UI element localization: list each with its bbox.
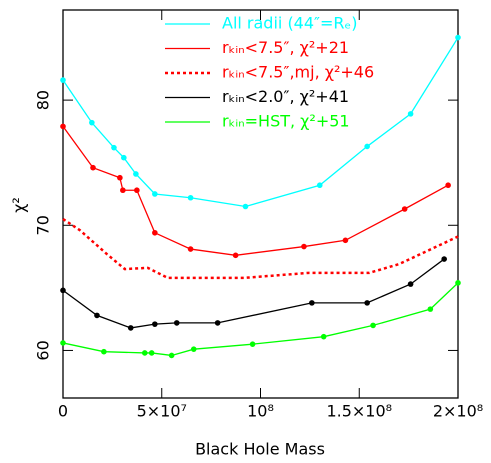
point xyxy=(364,300,370,306)
series-line xyxy=(62,258,445,329)
series-line xyxy=(62,217,459,280)
point xyxy=(249,341,256,347)
point xyxy=(173,320,180,326)
y-axis-label: χ² xyxy=(10,197,29,213)
point xyxy=(152,321,158,327)
point xyxy=(148,350,155,356)
x-tick-label: 0 xyxy=(58,402,68,421)
x-tick-label: 5×10⁷ xyxy=(137,402,187,421)
point xyxy=(89,119,95,126)
point xyxy=(168,352,175,359)
point xyxy=(455,280,461,286)
point xyxy=(441,256,447,262)
point xyxy=(60,340,66,346)
point xyxy=(301,243,307,250)
point xyxy=(232,252,239,259)
point xyxy=(141,350,148,356)
point xyxy=(401,206,408,212)
point xyxy=(455,34,461,41)
point xyxy=(60,123,66,130)
x-tick-label: 10⁸ xyxy=(247,402,274,421)
point xyxy=(117,174,123,181)
point xyxy=(60,287,66,294)
point xyxy=(427,306,434,312)
point xyxy=(152,191,158,197)
point xyxy=(90,164,96,171)
x-tick-label: 1.5×10⁸ xyxy=(326,402,392,421)
series-line xyxy=(62,37,459,208)
x-tick-label: 2×10⁸ xyxy=(433,402,483,421)
point xyxy=(120,187,126,194)
point xyxy=(127,325,134,331)
point xyxy=(152,229,158,236)
point xyxy=(60,77,66,83)
point xyxy=(187,194,194,201)
legend-label: rₖᵢₙ<7.5″, χ²+21 xyxy=(222,38,349,57)
point xyxy=(242,203,249,210)
point xyxy=(320,333,327,340)
legend-label: rₖᵢₙ<7.5″,mj, χ²+46 xyxy=(222,63,374,82)
point xyxy=(364,143,370,150)
point xyxy=(407,111,414,117)
point xyxy=(214,320,221,326)
y-tick-label: 60 xyxy=(34,340,53,360)
y-tick-label: 80 xyxy=(34,90,53,110)
legend-label: All radii (44″=Rₑ) xyxy=(222,14,357,33)
x-axis-label: Black Hole Mass xyxy=(195,440,325,459)
y-tick-label: 70 xyxy=(34,215,53,235)
point xyxy=(94,312,100,319)
point xyxy=(111,144,117,151)
series-line xyxy=(62,282,459,357)
point xyxy=(407,281,414,287)
point xyxy=(445,182,451,189)
point xyxy=(134,187,140,194)
point xyxy=(190,346,197,352)
point xyxy=(342,237,349,244)
series-line xyxy=(62,126,449,256)
point xyxy=(121,154,127,161)
point xyxy=(370,322,376,329)
legend-label: rₖᵢₙ<2.0″, χ²+41 xyxy=(222,87,349,106)
point xyxy=(187,246,194,252)
point xyxy=(309,300,315,306)
point xyxy=(133,171,139,177)
point xyxy=(101,348,107,355)
legend-label: rₖᵢₙ=HST, χ²+51 xyxy=(222,112,350,131)
point xyxy=(316,182,323,189)
